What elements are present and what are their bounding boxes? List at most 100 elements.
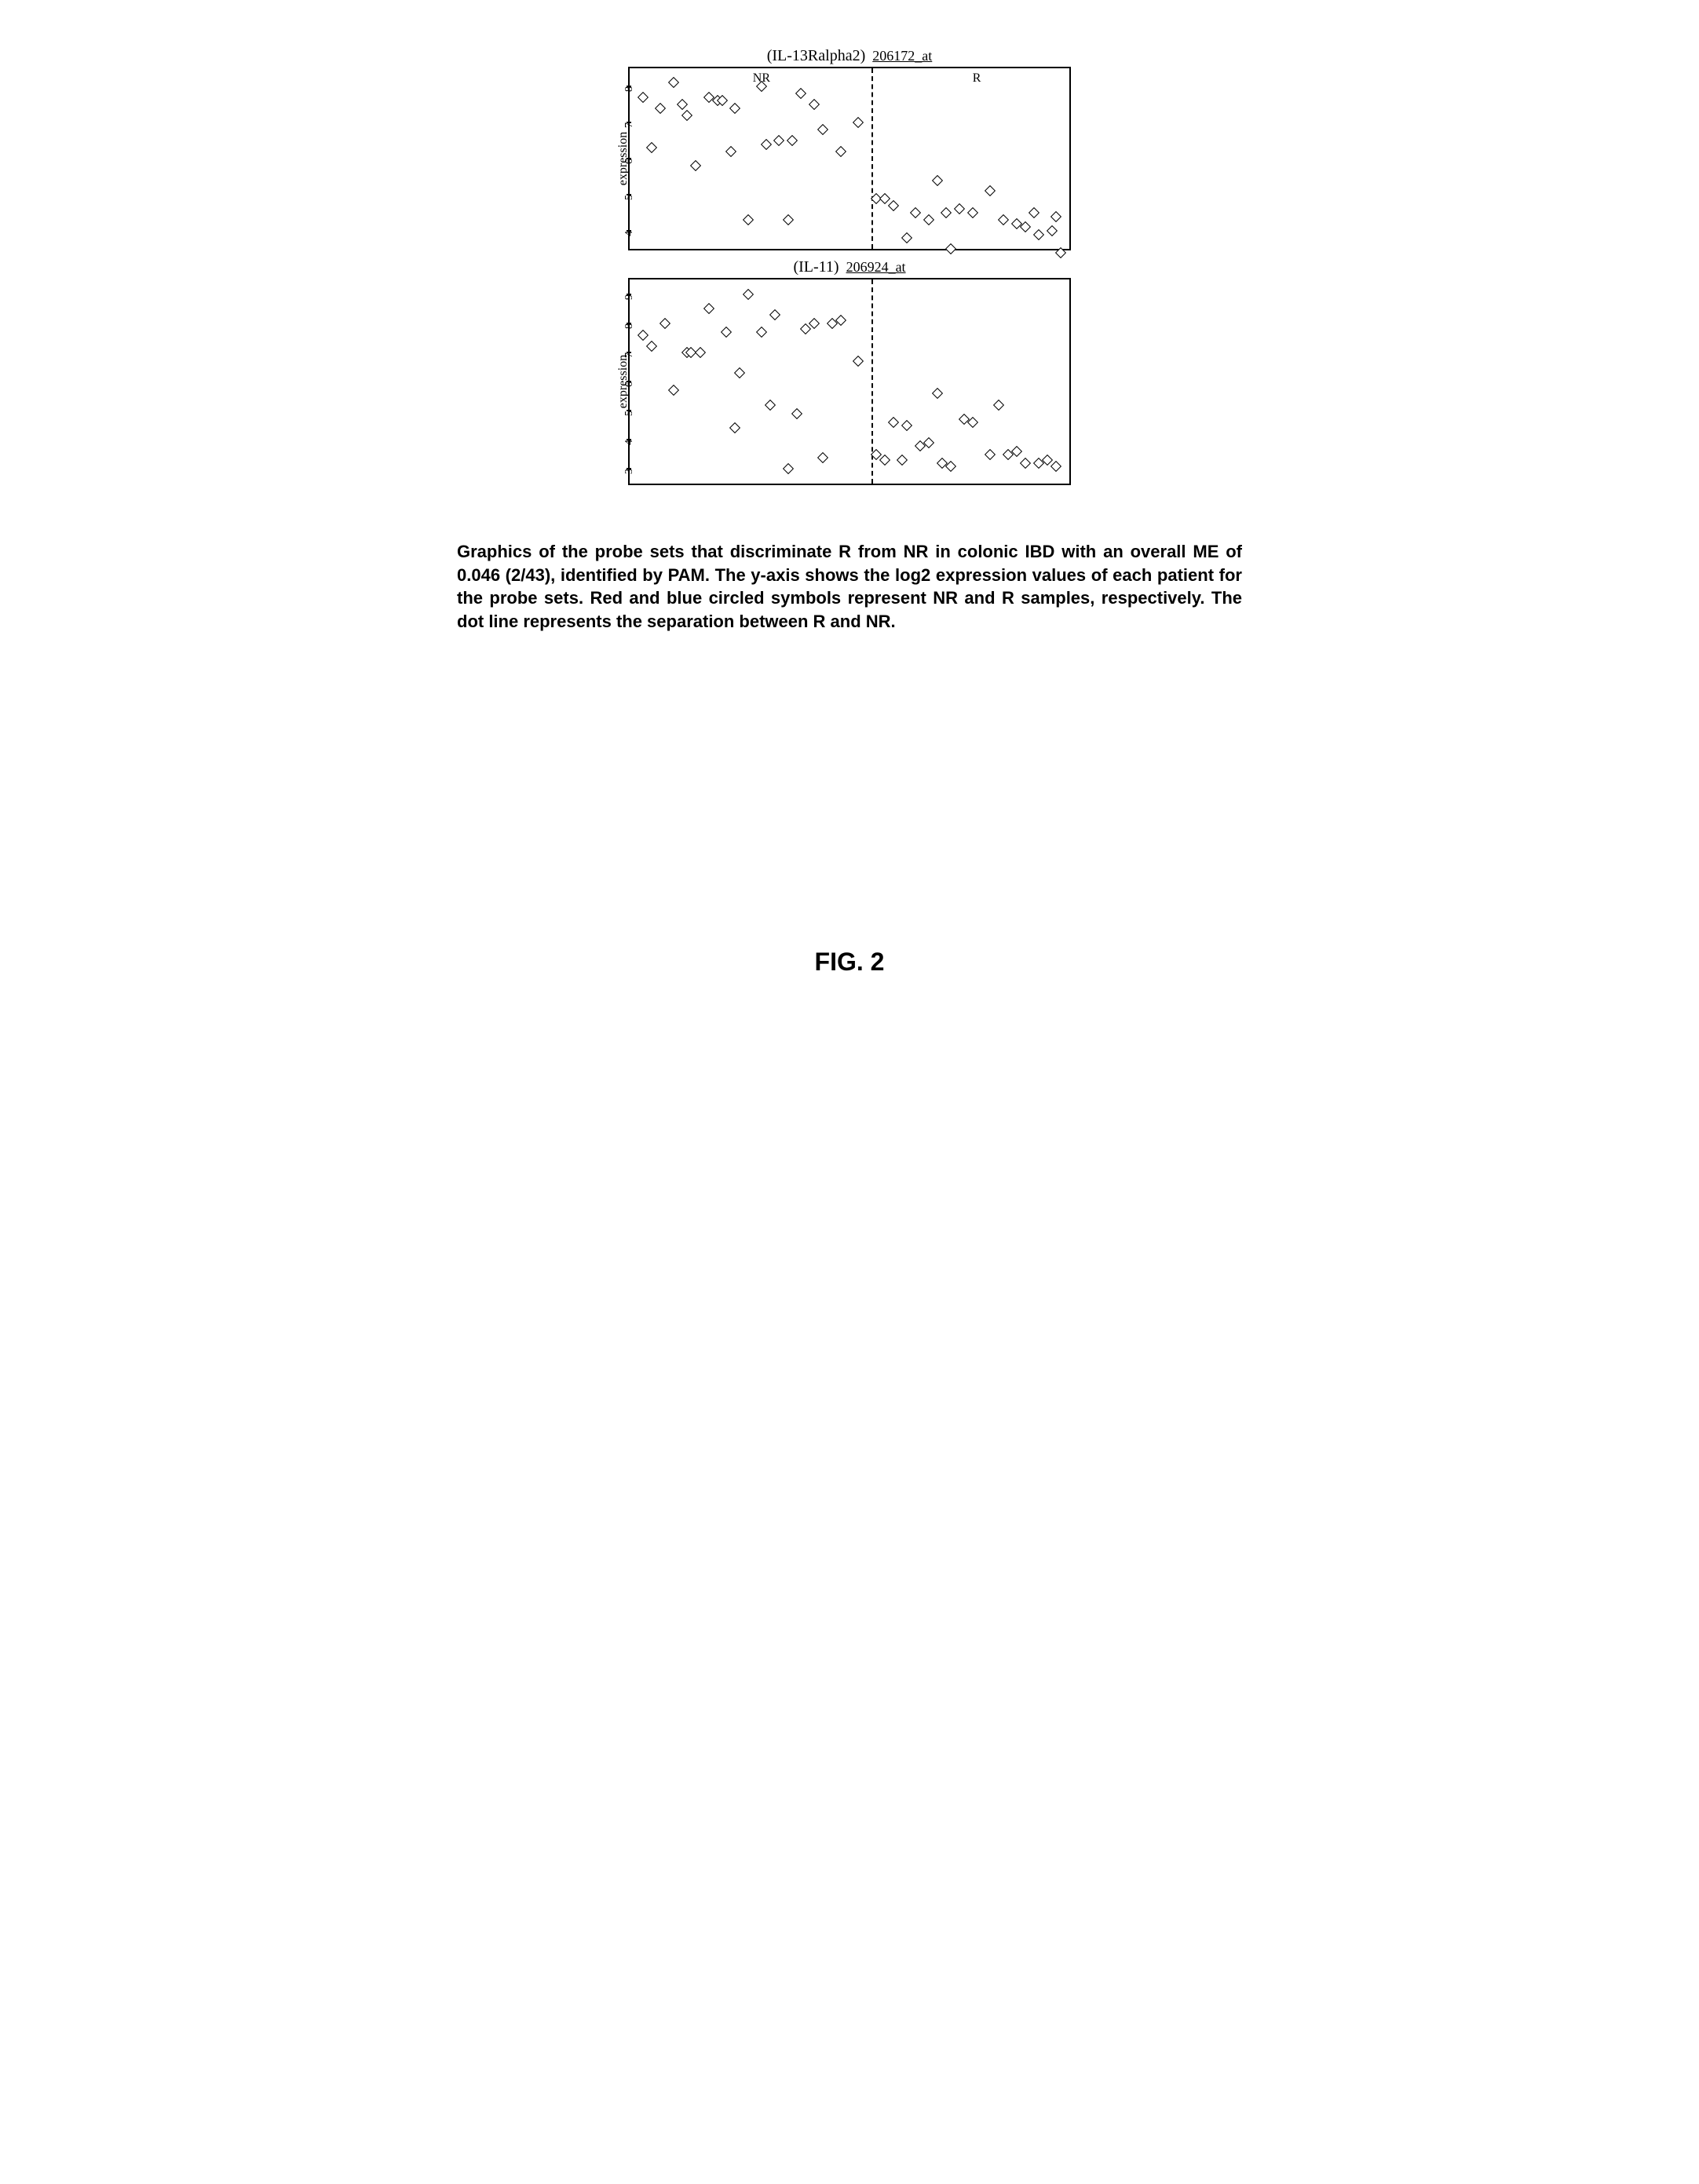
data-point — [668, 385, 679, 396]
figure-container: (IL-13Ralpha2) 206172_at expression45678N… — [457, 47, 1242, 977]
data-point — [646, 142, 657, 153]
data-point — [853, 117, 864, 128]
plot-area: expression45678NRR — [628, 67, 1071, 250]
y-tick-mark — [627, 158, 631, 159]
data-point — [1047, 225, 1058, 236]
y-tick-mark — [627, 352, 631, 353]
y-tick-mark — [627, 194, 631, 195]
y-tick-label: 6 — [623, 159, 636, 164]
data-point — [897, 455, 908, 466]
chart-block: (IL-11) 206924_at expression3456789 — [628, 258, 1071, 485]
data-point — [783, 463, 794, 474]
data-point — [888, 417, 899, 428]
data-point — [761, 139, 772, 150]
data-point — [817, 452, 828, 463]
y-tick-mark — [627, 86, 631, 87]
data-point — [1050, 461, 1061, 472]
data-point — [941, 207, 952, 218]
y-tick-label: 5 — [623, 411, 636, 416]
data-point — [783, 214, 794, 225]
data-point — [998, 214, 1009, 225]
y-tick-mark — [627, 294, 631, 295]
data-point — [1029, 207, 1039, 218]
charts-wrap: (IL-13Ralpha2) 206172_at expression45678N… — [457, 47, 1242, 493]
data-point — [681, 110, 692, 121]
data-point — [677, 99, 688, 110]
y-tick-label: 7 — [623, 352, 636, 358]
data-point — [985, 449, 996, 460]
probe-label: 206172_at — [872, 48, 932, 64]
data-point — [703, 303, 714, 314]
data-point — [910, 207, 921, 218]
y-tick-label: 6 — [623, 382, 636, 387]
y-tick-mark — [627, 122, 631, 123]
y-ticks: 45678 — [611, 68, 630, 249]
data-point — [690, 160, 701, 171]
data-point — [809, 318, 820, 329]
data-point — [1020, 458, 1031, 469]
data-point — [695, 347, 706, 358]
data-point — [1033, 229, 1044, 240]
data-point — [809, 99, 820, 110]
data-point — [879, 193, 890, 204]
data-point — [795, 88, 806, 99]
data-point — [756, 327, 767, 338]
data-point — [1050, 211, 1061, 222]
data-point — [1055, 247, 1066, 258]
data-point — [967, 207, 978, 218]
y-tick-label: 8 — [623, 86, 636, 92]
y-tick-mark — [627, 323, 631, 324]
y-tick-mark — [627, 410, 631, 411]
data-point — [725, 146, 736, 157]
y-tick-mark — [627, 439, 631, 440]
data-point — [993, 400, 1004, 411]
data-point — [901, 420, 912, 431]
r-group-label: R — [973, 71, 981, 86]
figure-label: FIG. 2 — [457, 948, 1242, 977]
data-point — [791, 408, 802, 419]
data-point — [932, 388, 943, 399]
data-point — [800, 323, 811, 334]
data-point — [638, 330, 649, 341]
y-tick-label: 8 — [623, 323, 636, 329]
data-point — [923, 214, 934, 225]
data-point — [655, 103, 666, 114]
y-ticks: 3456789 — [611, 279, 630, 484]
y-tick-label: 5 — [623, 195, 636, 200]
data-point — [769, 309, 780, 320]
data-point — [668, 77, 679, 88]
gene-label: (IL-11) — [793, 258, 839, 276]
data-point — [932, 175, 943, 186]
data-point — [638, 92, 649, 103]
data-point — [787, 135, 798, 146]
data-point — [773, 135, 784, 146]
data-point — [765, 400, 776, 411]
data-point — [729, 103, 740, 114]
chart-title: (IL-13Ralpha2) 206172_at — [628, 47, 1071, 65]
data-point — [879, 455, 890, 466]
gene-label: (IL-13Ralpha2) — [767, 47, 866, 64]
y-tick-mark — [627, 381, 631, 382]
y-tick-label: 9 — [623, 294, 636, 300]
data-point — [817, 124, 828, 135]
data-point — [660, 318, 670, 329]
data-point — [729, 422, 740, 433]
y-tick-mark — [627, 468, 631, 469]
data-point — [743, 214, 754, 225]
y-tick-label: 4 — [623, 440, 636, 445]
y-tick-mark — [627, 230, 631, 232]
data-point — [954, 203, 965, 214]
group-divider — [871, 68, 873, 249]
data-point — [853, 356, 864, 367]
figure-caption: Graphics of the probe sets that discrimi… — [457, 540, 1242, 634]
data-point — [743, 289, 754, 300]
data-point — [646, 341, 657, 352]
probe-label: 206924_at — [846, 259, 906, 275]
data-point — [734, 367, 745, 378]
plot-area: expression3456789 — [628, 278, 1071, 485]
data-point — [835, 146, 846, 157]
y-tick-label: 7 — [623, 122, 636, 128]
data-point — [985, 185, 996, 196]
y-tick-label: 4 — [623, 231, 636, 236]
data-point — [901, 232, 912, 243]
